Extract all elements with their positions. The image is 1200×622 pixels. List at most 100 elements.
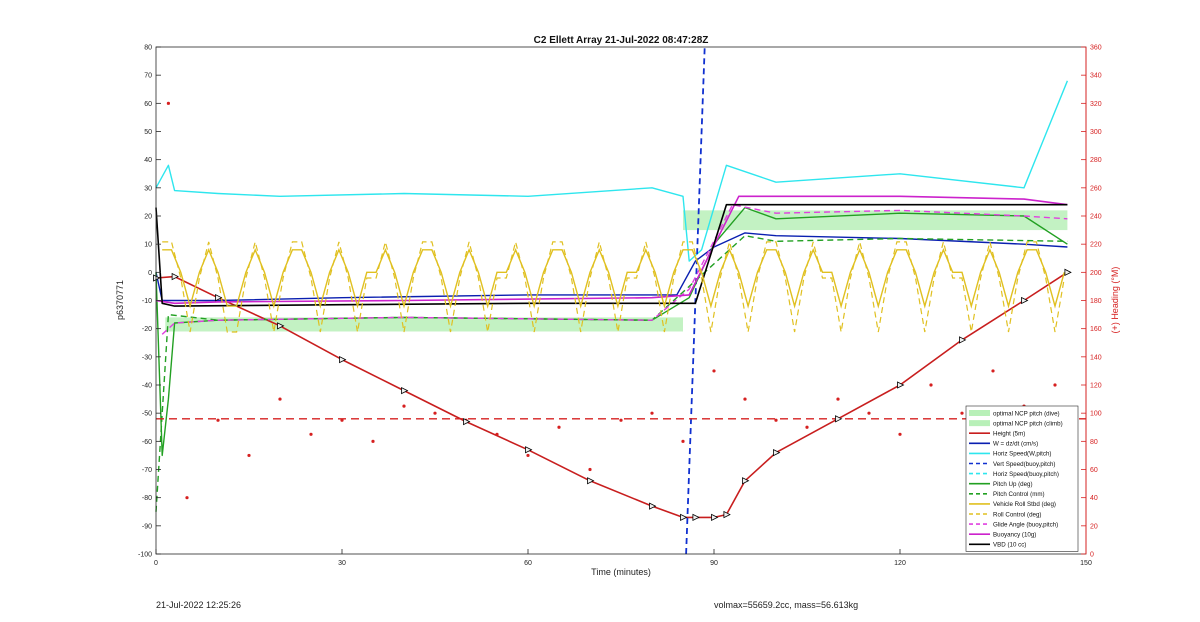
x-tick-label: 90: [710, 560, 718, 567]
heading-point: [898, 432, 902, 436]
heading-point: [247, 453, 251, 458]
series-roll-control-deg: [162, 241, 1065, 333]
legend: optimal NCP pitch (dive) optimal NCP pitc…: [965, 405, 1079, 552]
series-pitch-up-deg: [155, 206, 1068, 457]
x-tick-label: 120: [894, 560, 906, 567]
legend-entry: Height (5m): [993, 431, 1025, 438]
series-w-dz-dt-cm-s: [155, 232, 1068, 302]
legend-entry: Buoyancy (10g): [993, 532, 1036, 539]
y-left-tick-label: -10: [142, 298, 152, 305]
heading-point: [619, 418, 623, 422]
series-vehicle-roll-stbd-deg: [162, 247, 1065, 309]
height-marker: [773, 448, 781, 457]
y-left-tick-label: -20: [142, 326, 152, 333]
series-vbd-10-cc: [155, 203, 1068, 307]
y-right-tick-label: 20: [1090, 523, 1098, 530]
ncp-band-optimal-ncp-pitch-dive: [165, 317, 684, 332]
series-vert-speed-buoy-pitch: [685, 46, 706, 555]
height-marker: [1021, 296, 1029, 305]
y-right-tick-label: 120: [1090, 383, 1102, 390]
series-glide-angle-buoy-pitch: [161, 204, 1068, 335]
y-right-tick-label: 260: [1090, 185, 1102, 192]
y-right-tick-label: 220: [1090, 242, 1102, 249]
y-left-tick-label: -70: [142, 467, 152, 474]
legend-entry: optimal NCP pitch (dive): [993, 410, 1060, 417]
heading-point: [495, 432, 499, 436]
y-left-tick-label: -80: [142, 495, 152, 502]
y-left-tick-label: -30: [142, 354, 152, 361]
y-axis-label-left: p6370771: [115, 280, 125, 320]
heading-point: [402, 404, 406, 408]
height-marker: [463, 417, 471, 426]
heading-point: [712, 369, 716, 373]
height-marker: [587, 477, 595, 485]
y-left-tick-label: 30: [144, 185, 152, 192]
heading-point: [433, 411, 437, 415]
y-left-tick-label: 10: [144, 242, 152, 249]
height-marker: [959, 336, 967, 344]
legend-entry: Glide Angle (buoy,pitch): [993, 521, 1058, 528]
series-buoyancy-10g: [155, 195, 1068, 305]
height-marker: [649, 502, 657, 510]
x-axis-label: Time (minutes): [591, 567, 651, 577]
y-left-tick-label: 0: [148, 270, 152, 277]
y-left-tick-label: 20: [144, 214, 152, 221]
height-marker: [835, 415, 843, 423]
height-marker: [742, 477, 750, 485]
heading-point: [929, 383, 933, 387]
height-marker: [692, 513, 700, 522]
heading-point: [960, 411, 964, 415]
legend-entry: Pitch Up (deg): [993, 481, 1033, 488]
x-tick-label: 30: [338, 560, 346, 567]
series-height-5m: [155, 271, 1068, 519]
heading-point: [681, 439, 685, 443]
height-marker: [1064, 268, 1072, 276]
height-marker: [525, 446, 533, 454]
y-right-tick-label: 160: [1090, 326, 1102, 333]
heading-point: [991, 369, 995, 373]
series-horiz-speed-w-pitch: [155, 80, 1069, 262]
y-right-tick-label: 100: [1090, 411, 1102, 418]
y-left-tick-label: -60: [142, 439, 152, 446]
y-left-tick-label: 80: [144, 45, 152, 52]
legend-entry: optimal NCP pitch (climb): [993, 420, 1063, 427]
chart-title: C2 Ellett Array 21-Jul-2022 08:47:28Z: [534, 35, 709, 46]
footer-timestamp: 21-Jul-2022 12:25:26: [156, 600, 242, 610]
legend-box: [965, 405, 1079, 552]
x-tick-label: 150: [1080, 560, 1092, 567]
heading-point: [650, 411, 654, 415]
height-marker: [277, 322, 285, 330]
heading-point: [216, 418, 220, 422]
y-axis-label-right: (+) Heading (°M): [1110, 267, 1120, 334]
height-marker: [680, 513, 688, 522]
legend-entry: Horiz Speed(buoy,pitch): [993, 471, 1059, 478]
y-left-tick-label: 60: [144, 101, 152, 108]
y-left-tick-label: -40: [142, 383, 152, 390]
y-right-tick-label: 180: [1090, 298, 1102, 305]
legend-entry: Roll Control (deg): [993, 511, 1042, 518]
y-left-tick-label: 50: [144, 129, 152, 136]
y-left-tick-label: -90: [142, 523, 152, 530]
height-marker: [401, 386, 409, 395]
heading-point: [867, 411, 871, 415]
height-marker: [723, 510, 731, 519]
legend-entry: Horiz Speed(W,pitch): [993, 451, 1051, 458]
y-right-tick-label: 60: [1090, 467, 1098, 474]
heading-point: [557, 425, 561, 429]
heading-point: [185, 496, 189, 500]
legend-entry: Pitch Control (mm): [993, 491, 1045, 498]
legend-entry: W = dz/dt (cm/s): [993, 441, 1038, 448]
height-marker: [171, 272, 179, 281]
height-marker: [339, 356, 347, 364]
y-right-tick-label: 80: [1090, 439, 1098, 446]
y-left-tick-label: -100: [138, 552, 152, 559]
y-right-tick-label: 360: [1090, 45, 1102, 52]
x-tick-label: 0: [154, 560, 158, 567]
y-left-tick-label: 70: [144, 73, 152, 80]
y-right-tick-label: 320: [1090, 101, 1102, 108]
heading-point: [278, 397, 282, 401]
y-right-tick-label: 340: [1090, 73, 1102, 80]
y-right-tick-label: 240: [1090, 214, 1102, 221]
height-marker: [711, 513, 719, 522]
